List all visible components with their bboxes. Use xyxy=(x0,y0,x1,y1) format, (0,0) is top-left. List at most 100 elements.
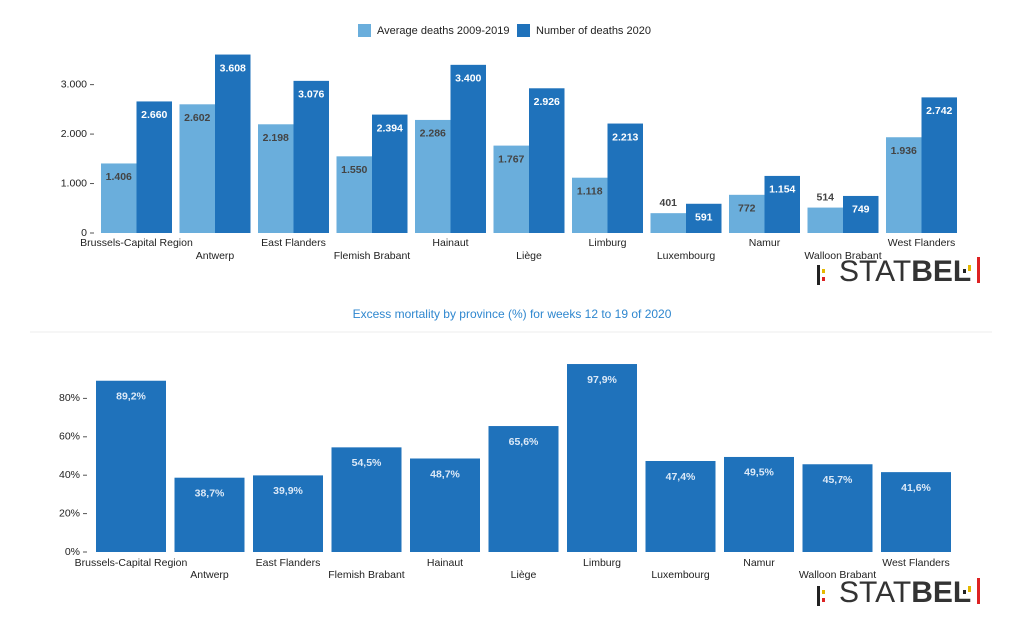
bar xyxy=(881,472,951,552)
value-label: 1.154 xyxy=(769,184,795,196)
value-label: 65,6% xyxy=(509,436,539,448)
x-tick-label: Hainaut xyxy=(427,557,463,569)
bar xyxy=(607,123,643,233)
bar xyxy=(807,207,843,233)
y-tick-label: 1.000 xyxy=(61,177,87,189)
value-label: 2.286 xyxy=(420,128,446,140)
value-label: 45,7% xyxy=(823,474,853,486)
bar xyxy=(729,194,765,233)
value-label: 47,4% xyxy=(666,471,696,483)
value-label: 97,9% xyxy=(587,374,617,386)
bar xyxy=(258,124,294,233)
x-tick-label: Brussels-Capital Region xyxy=(75,557,188,569)
y-tick-label: 0 xyxy=(81,227,87,239)
value-label: 41,6% xyxy=(901,482,931,494)
value-label: 38,7% xyxy=(195,487,225,499)
y-tick-label: 3.000 xyxy=(61,78,87,90)
logo: STATBEL xyxy=(817,255,980,288)
bar xyxy=(174,477,245,552)
value-label: 48,7% xyxy=(430,468,460,480)
x-tick-label: Limburg xyxy=(583,557,621,569)
value-label: 89,2% xyxy=(116,391,146,403)
value-label: 401 xyxy=(659,197,677,209)
bar xyxy=(764,175,800,233)
value-label: 2.660 xyxy=(141,109,167,121)
bar xyxy=(336,156,372,233)
bar xyxy=(686,203,722,233)
bar xyxy=(802,464,873,552)
chart-title: Excess mortality by province (%) for wee… xyxy=(353,307,672,321)
x-tick-label: Namur xyxy=(749,237,781,249)
bar xyxy=(450,64,486,234)
value-label: 1.118 xyxy=(577,185,603,197)
value-label: 3.608 xyxy=(220,62,246,74)
logo: STATBEL xyxy=(817,576,980,609)
x-tick-label: Namur xyxy=(743,557,775,569)
x-tick-label: Liège xyxy=(516,250,542,262)
y-tick-label: 40% xyxy=(59,469,80,481)
value-label: 2.394 xyxy=(377,122,403,134)
bar xyxy=(493,145,529,233)
y-tick-label: 2.000 xyxy=(61,128,87,140)
value-label: 3.400 xyxy=(455,73,481,85)
x-tick-label: Antwerp xyxy=(196,250,235,262)
value-label: 49,5% xyxy=(744,467,774,479)
y-tick-label: 60% xyxy=(59,431,80,443)
bar xyxy=(567,364,637,552)
bar xyxy=(253,475,323,552)
value-label: 1.936 xyxy=(891,145,917,157)
x-tick-label: Limburg xyxy=(589,237,627,249)
value-label: 2.198 xyxy=(263,132,289,144)
value-label: 1.767 xyxy=(498,153,524,165)
value-label: 2.213 xyxy=(612,131,638,143)
value-label: 2.742 xyxy=(926,105,952,117)
bar xyxy=(372,114,408,233)
bar xyxy=(724,456,794,552)
bar xyxy=(645,460,716,552)
bar xyxy=(96,380,166,552)
bar xyxy=(529,88,565,234)
x-tick-label: East Flanders xyxy=(256,557,321,569)
value-label: 514 xyxy=(816,191,834,203)
bar xyxy=(101,163,137,233)
x-tick-label: West Flanders xyxy=(882,557,950,569)
bar xyxy=(488,426,559,552)
x-tick-label: Antwerp xyxy=(190,569,229,581)
bar xyxy=(331,447,402,552)
x-tick-label: Luxembourg xyxy=(657,250,716,262)
x-tick-label: Brussels-Capital Region xyxy=(80,237,193,249)
bar xyxy=(886,137,922,233)
value-label: 1.406 xyxy=(106,171,132,183)
bar xyxy=(179,104,215,233)
value-label: 2.602 xyxy=(184,112,210,124)
legend-swatch xyxy=(358,24,371,37)
bar xyxy=(843,195,879,233)
value-label: 749 xyxy=(852,204,870,216)
value-label: 772 xyxy=(738,203,756,215)
x-tick-label: Walloon Brabant xyxy=(799,569,876,581)
value-label: 39,9% xyxy=(273,485,303,497)
legend-label: Average deaths 2009-2019 xyxy=(377,25,510,37)
bar xyxy=(215,54,251,234)
bar xyxy=(136,101,172,233)
x-tick-label: West Flanders xyxy=(888,237,956,249)
bar xyxy=(410,458,480,552)
bar xyxy=(650,213,686,233)
x-tick-label: Walloon Brabant xyxy=(804,250,881,262)
y-tick-label: 80% xyxy=(59,392,80,404)
bar xyxy=(415,119,451,233)
x-tick-label: Flemish Brabant xyxy=(334,250,411,262)
legend-label: Number of deaths 2020 xyxy=(536,25,651,37)
bar xyxy=(293,80,329,233)
y-tick-label: 20% xyxy=(59,507,80,519)
x-tick-label: Flemish Brabant xyxy=(328,569,405,581)
legend-swatch xyxy=(517,24,530,37)
value-label: 591 xyxy=(695,212,713,224)
value-label: 2.926 xyxy=(534,96,560,108)
y-tick-label: 0% xyxy=(65,546,80,558)
value-label: 54,5% xyxy=(352,457,382,469)
bar xyxy=(921,97,957,233)
x-tick-label: Hainaut xyxy=(432,237,468,249)
